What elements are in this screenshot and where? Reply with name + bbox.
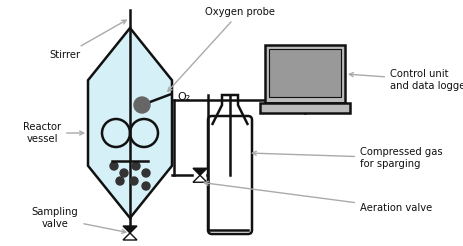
Circle shape — [142, 169, 150, 177]
FancyBboxPatch shape — [207, 116, 251, 234]
FancyBboxPatch shape — [264, 45, 344, 103]
Polygon shape — [88, 28, 172, 218]
Circle shape — [120, 169, 128, 177]
Text: Stirrer: Stirrer — [50, 20, 126, 60]
Text: Aeration valve: Aeration valve — [204, 181, 432, 213]
Text: Reactor
vessel: Reactor vessel — [23, 122, 83, 144]
FancyBboxPatch shape — [269, 49, 340, 97]
Text: Control unit
and data logger: Control unit and data logger — [349, 69, 463, 91]
Circle shape — [116, 177, 124, 185]
Polygon shape — [193, 175, 206, 182]
Circle shape — [134, 97, 150, 113]
Polygon shape — [123, 233, 137, 240]
Polygon shape — [193, 168, 206, 175]
Circle shape — [130, 177, 138, 185]
FancyBboxPatch shape — [259, 103, 349, 113]
Text: Compressed gas
for sparging: Compressed gas for sparging — [252, 147, 442, 169]
Circle shape — [131, 162, 140, 170]
Text: Sampling
valve: Sampling valve — [31, 207, 125, 233]
Circle shape — [142, 182, 150, 190]
Text: O₂: O₂ — [176, 92, 190, 102]
Polygon shape — [123, 226, 137, 233]
Circle shape — [110, 162, 118, 170]
Text: Oxygen probe: Oxygen probe — [168, 7, 275, 91]
